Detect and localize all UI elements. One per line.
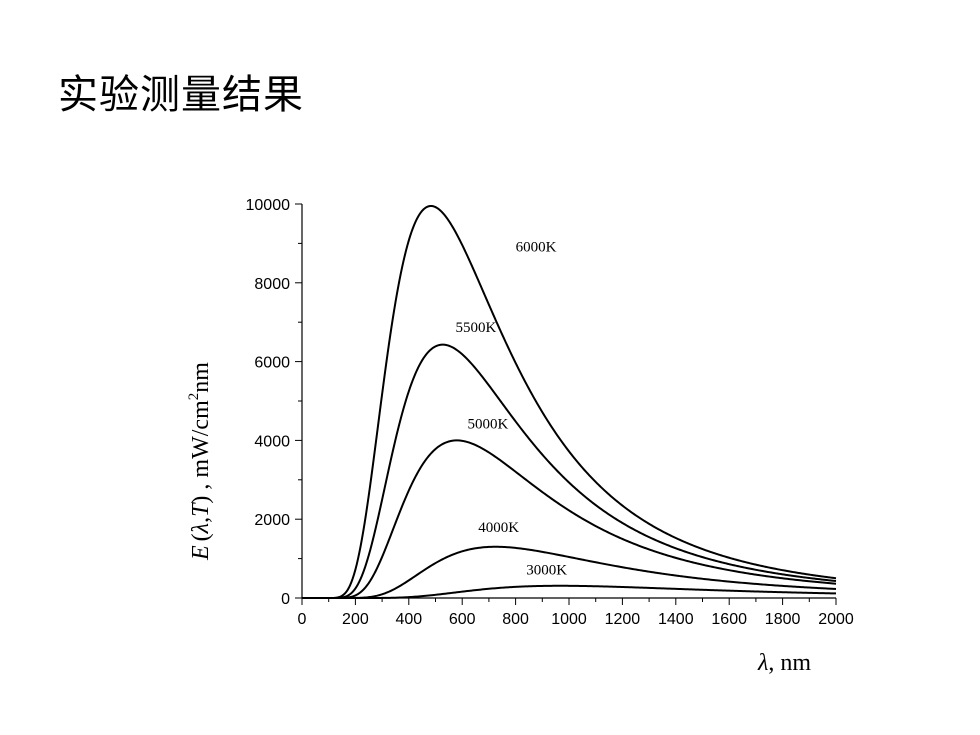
y-ticks: 0 2000 4000 6000 8000 10000 [246, 197, 302, 608]
x-tick-label: 0 [298, 611, 307, 628]
x-axis-title: λ, nm [757, 650, 811, 676]
series-label-4000K: 4000K [478, 520, 519, 536]
x-tick-label: 1600 [711, 611, 747, 628]
x-tick-label: 200 [342, 611, 369, 628]
curve-3000K [302, 584, 837, 599]
series-label-6000K: 6000K [516, 239, 557, 255]
y-tick-label: 4000 [254, 433, 290, 450]
series-label-3000K: 3000K [526, 562, 567, 578]
series-labels: 6000K 5500K 5000K 4000K 3000K [456, 239, 568, 578]
curve-5500K [302, 343, 837, 599]
x-tick-label: 400 [395, 611, 422, 628]
y-axis-title: E(λ,T) , mW/cm2nm [186, 362, 214, 561]
series-label-5500K: 5500K [456, 320, 497, 336]
y-tick-label: 0 [281, 591, 290, 608]
slide-title: 实验测量结果 [58, 72, 304, 118]
series-label-5000K: 5000K [468, 417, 509, 433]
x-tick-label: 1400 [658, 611, 694, 628]
y-tick-label: 2000 [254, 512, 290, 529]
x-tick-label: 600 [449, 611, 476, 628]
curves [302, 204, 837, 599]
x-ticks: 0 200 400 600 800 1000 1200 1400 1600 1800 2000 [298, 598, 854, 628]
curve-6000K [302, 204, 837, 599]
x-tick-label: 1800 [765, 611, 801, 628]
curve-4000K [302, 545, 837, 599]
x-tick-label: 1000 [551, 611, 587, 628]
curve-5000K [302, 439, 837, 599]
y-tick-label: 8000 [254, 276, 290, 293]
y-tick-label: 10000 [246, 197, 291, 214]
x-tick-label: 1200 [605, 611, 641, 628]
y-tick-label: 6000 [254, 355, 290, 372]
x-tick-label: 800 [502, 611, 529, 628]
x-tick-label: 2000 [818, 611, 854, 628]
